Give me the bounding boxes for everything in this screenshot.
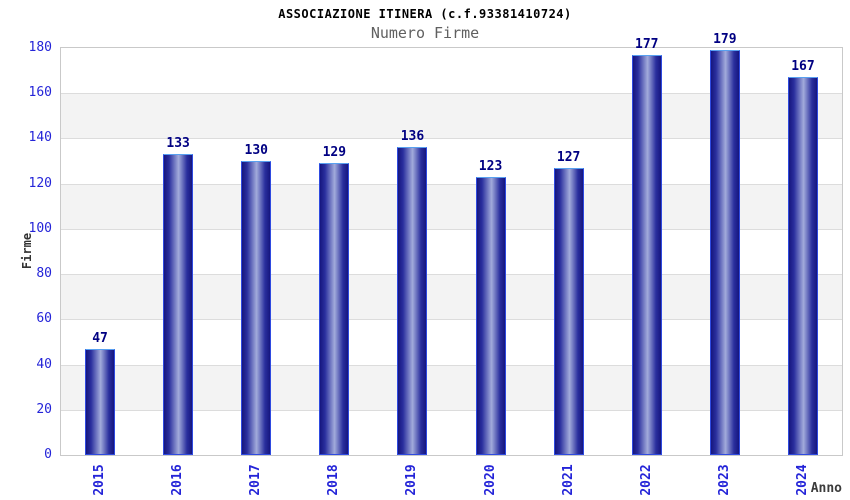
y-tick-label: 160 [28,85,52,101]
bar [319,163,350,455]
y-tick-label: 0 [44,447,52,462]
x-tick-label: 2020 [482,464,498,496]
plot-area: 47 133 130 129 136 123 127 177 179 167 [60,33,843,456]
bar-value-label: 136 [400,129,425,144]
bar [241,161,272,455]
x-tick-label: 2016 [170,464,186,496]
x-tick-label: 2017 [248,464,264,496]
y-tick-label: 80 [36,266,52,282]
bar [553,168,584,455]
y-tick-label: 180 [28,40,52,55]
gridline [61,93,842,95]
y-tick-label: 100 [28,220,52,236]
bar-value-label: 123 [478,159,503,174]
x-tick-label: 2024 [794,464,810,496]
x-axis-label: Anno [810,481,842,496]
x-tick-label: 2023 [716,464,732,496]
bar-value-label: 133 [166,136,190,151]
bar [631,55,662,455]
bar [475,177,506,455]
gridline [61,183,842,185]
gridline [61,364,842,366]
y-tick-label: 40 [36,356,52,372]
y-tick-label: 120 [28,175,52,191]
bar [787,77,818,455]
bar [709,50,740,455]
bar [85,349,116,455]
chart-title: ASSOCIAZIONE ITINERA (c.f.93381410724) [278,7,572,21]
y-tick-label: 60 [36,311,52,327]
gridline [61,274,842,276]
gridline [61,409,842,411]
chart-subtitle: Numero Firme [370,24,480,42]
bar-value-label: 47 [92,331,108,346]
bar-value-label: 177 [635,37,659,52]
bar-value-label: 129 [322,145,347,160]
y-tick-label: 140 [28,130,52,146]
bar [163,154,194,455]
x-tick-label: 2019 [404,464,420,496]
x-tick-label: 2022 [638,464,654,496]
x-tick-label: 2018 [326,464,342,496]
bar-value-label: 167 [791,59,815,74]
bar-value-label: 127 [556,150,581,165]
gridline [61,228,842,230]
gridline [61,319,842,321]
bar-value-label: 130 [244,143,268,158]
x-tick-label: 2015 [92,464,108,496]
gridline [61,138,842,140]
x-tick-label: 2021 [560,464,576,496]
bar-value-label: 179 [713,32,737,47]
y-tick-label: 20 [36,401,52,417]
bar [397,147,428,455]
